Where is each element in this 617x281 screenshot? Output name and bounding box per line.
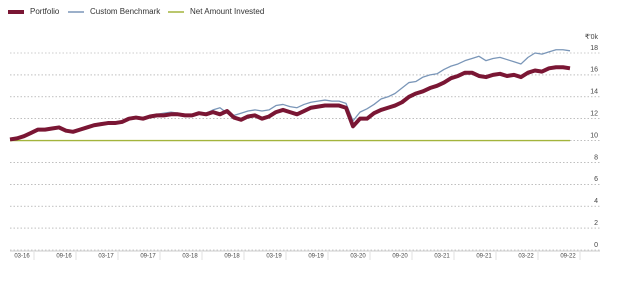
- series-line: [9, 65, 571, 142]
- x-tick-label: 09-19: [308, 254, 324, 260]
- x-tick-label: 09-21: [476, 254, 492, 260]
- legend-label: Custom Benchmark: [90, 7, 161, 16]
- x-tick-label: 09-22: [560, 254, 576, 260]
- y-tick-label: 12: [590, 111, 598, 118]
- legend-label: Portfolio: [30, 7, 60, 16]
- y-tick-label: 18: [590, 45, 598, 52]
- x-tick-label: 09-16: [56, 254, 72, 260]
- y-tick-label: 0: [594, 242, 598, 249]
- x-tick-label: 03-19: [266, 254, 282, 260]
- legend-label: Net Amount Invested: [190, 7, 264, 16]
- x-tick-label: 03-20: [350, 254, 366, 260]
- y-unit-label: ₹'0k: [585, 33, 599, 41]
- x-tick-label: 03-22: [518, 254, 534, 260]
- y-tick-label: 8: [594, 154, 598, 161]
- y-tick-label: 16: [590, 67, 598, 74]
- y-tick-label: 10: [590, 132, 598, 139]
- y-tick-label: 14: [590, 89, 598, 96]
- x-tick-label: 09-18: [224, 254, 240, 260]
- x-tick-label: 09-20: [392, 254, 408, 260]
- x-tick-label: 03-18: [182, 254, 198, 260]
- x-tick-label: 03-21: [434, 254, 450, 260]
- x-tick-label: 03-17: [98, 254, 114, 260]
- y-tick-label: 4: [594, 198, 598, 205]
- x-tick-label: 09-17: [140, 254, 156, 260]
- y-tick-label: 2: [594, 220, 598, 227]
- y-tick-label: 6: [594, 176, 598, 183]
- x-tick-label: 03-16: [14, 254, 30, 260]
